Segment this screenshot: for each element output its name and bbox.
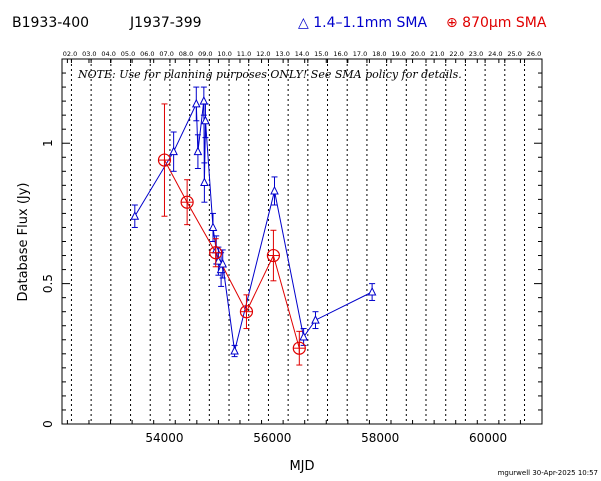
triangle-marker [200,177,209,187]
source-name: B1933-400 [12,15,89,31]
triangle-marker [208,222,218,231]
triangle-point [199,86,209,116]
triangle-point [311,311,320,330]
triangle-marker [199,95,209,105]
top-year-tick-label: 22.0 [449,50,463,58]
top-year-tick-label: 04.0 [101,50,115,58]
top-year-tick-label: 12.0 [256,50,270,58]
top-year-tick-label: 18.0 [372,50,386,58]
top-year-tick-label: 25.0 [507,50,521,58]
triangle-marker [191,98,201,108]
triangle-marker [270,185,279,195]
y-tick-label: 0.5 [41,274,55,293]
top-year-tick-label: 15.0 [314,50,328,58]
circle-plus-point [266,229,281,282]
data-points [130,86,377,366]
top-year-tick-label: 03.0 [82,50,96,58]
circle-plus-point [239,294,254,330]
circle-plus-point [209,238,223,268]
triangle-point [270,176,279,206]
triangle-point [230,344,239,358]
circle-plus-point [292,330,306,366]
top-year-tick-label: 26.0 [527,50,541,58]
plot-frame [61,58,543,425]
top-year-tick-label: 24.0 [488,50,502,58]
top-year-tick-label: 09.0 [198,50,212,58]
circle-plus-point [157,103,172,217]
top-year-tick-label: 17.0 [353,50,367,58]
circle-plus-point [180,179,194,226]
triangle-marker [193,146,203,156]
legend-red-series: ⊕ 870μm SMA [446,15,547,31]
top-year-tick-label: 08.0 [179,50,193,58]
triangle-point [299,328,308,346]
triangle-marker [169,146,178,156]
x-tick-label: 60000 [469,431,507,445]
triangle-point [367,283,377,301]
year-grid [70,59,526,424]
y-axis-label: Database Flux (Jy) [16,183,31,302]
top-year-tick-label: 19.0 [391,50,405,58]
triangle-marker [299,331,308,341]
top-year-tick-label: 13.0 [275,50,289,58]
legend-blue-series: △ 1.4–1.1mm SMA [298,15,427,31]
x-tick-label: 58000 [361,431,399,445]
top-year-tick-label: 20.0 [411,50,425,58]
triangle-point [169,131,178,172]
series-line-0 [134,101,373,352]
footer-credit: mgurwell 30-Apr-2025 10:57 [498,469,598,477]
series-lines [134,101,373,352]
triangle-point [191,86,201,122]
triangle-point [201,103,210,139]
x-tick-label: 54000 [145,431,183,445]
triangle-point [193,134,203,169]
triangle-point [130,204,140,228]
triangle-point [218,249,228,279]
x-axis-label: MJD [289,459,314,474]
triangle-marker [367,286,377,296]
top-year-tick-label: 14.0 [295,50,309,58]
y-tick-label: 0 [41,420,55,428]
axes: 54000 56000 58000 60000 0 0.5 1 [41,58,543,445]
top-year-tick-label: 16.0 [333,50,347,58]
triangle-marker [130,211,140,220]
top-year-tick-label: 23.0 [469,50,483,58]
triangle-marker [230,345,239,355]
top-year-tick-label: 10.0 [217,50,231,58]
top-year-tick-label: 11.0 [237,50,251,58]
y-tick-label: 1 [41,139,55,147]
planning-note: NOTE: Use for planning purposes ONLY! Se… [77,68,462,81]
triangle-marker [311,314,320,324]
top-year-tick-label: 21.0 [430,50,444,58]
triangle-marker [214,256,223,265]
x-tick-label: 56000 [253,431,291,445]
top-year-axis: 02.0 03.0 04.0 05.0 06.0 07.0 08.0 09.0 10.0 11.0… [63,50,541,63]
top-year-tick-label: 07.0 [159,50,173,58]
triangle-point [208,212,218,242]
triangle-point [200,162,209,203]
top-year-tick-label: 06.0 [140,50,154,58]
series-line-1 [164,159,300,349]
triangle-marker [218,258,228,268]
top-year-tick-label: 05.0 [121,50,135,58]
triangle-marker [201,115,210,125]
top-year-tick-label: 02.0 [63,50,77,58]
alt-name: J1937-399 [129,15,202,31]
